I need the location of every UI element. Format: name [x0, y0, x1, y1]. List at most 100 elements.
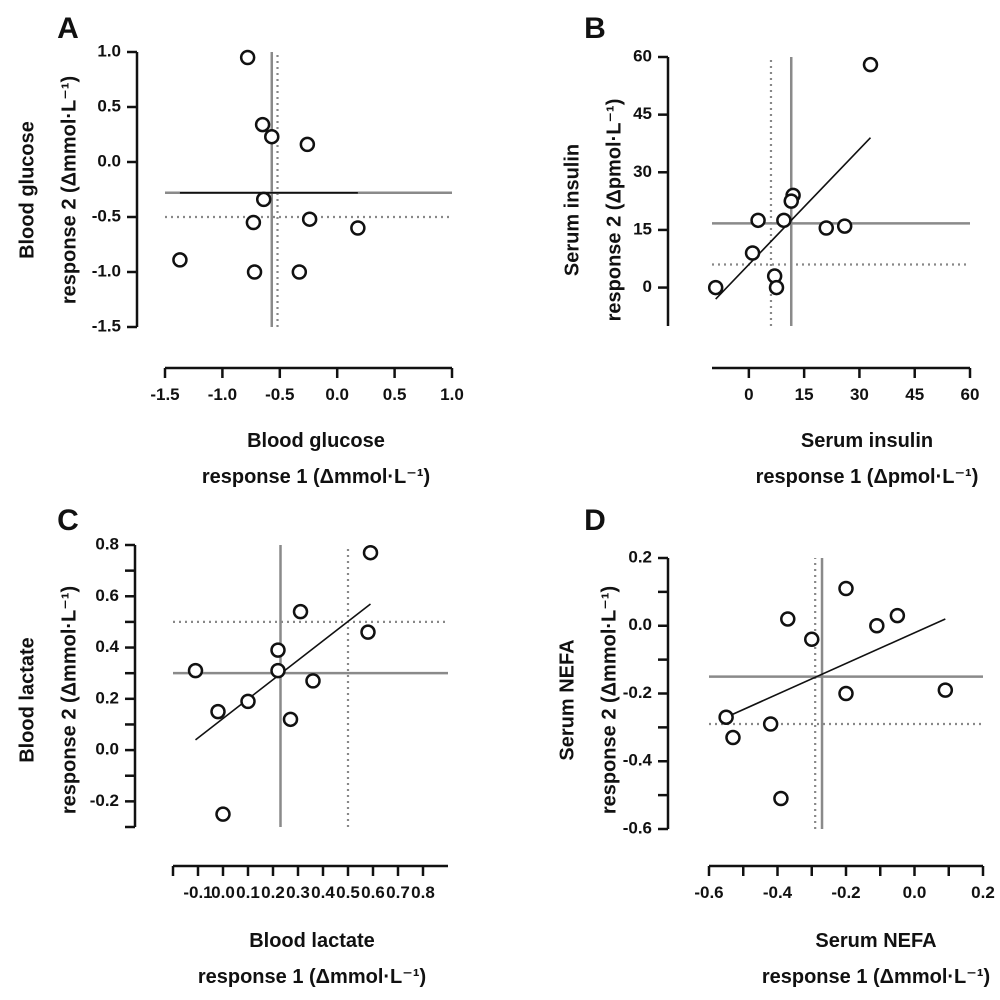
panel-letter: C — [57, 504, 79, 537]
y-tick-label: 30 — [633, 162, 652, 181]
x-axis-title-line2: response 1 (Δmmol·L⁻¹) — [198, 966, 426, 988]
y-axis-title-line2: response 2 (Δmmol·L⁻¹) — [58, 586, 80, 814]
panel-c: C-0.10.0 0.1 0.2 0.3 0.4 0.5 0.6 0.7 0.8-0.20.00… — [16, 504, 448, 988]
y-tick-label: -0.2 — [623, 683, 652, 702]
panel-d: D -0.6 -0.4 -0.2 0.0 0.2 -0.6 -0.4 -0.2 0.0 0.2 Ser… — [556, 504, 995, 988]
data-point — [762, 716, 779, 732]
y-tick-label: 0.2 — [628, 547, 652, 566]
x-tick-label: 0.5 — [383, 385, 407, 404]
data-point — [362, 544, 379, 561]
y-axis-title-line2: response 2 (Δpmol·L⁻¹) — [603, 99, 625, 322]
data-point — [301, 211, 318, 227]
data-point — [838, 580, 854, 597]
data-point — [246, 264, 263, 280]
x-tick-label: -0.4 — [763, 883, 793, 902]
y-axis-title: Serum insulin — [561, 144, 583, 276]
x-tick-label: 0.7 — [386, 883, 410, 902]
data-point — [818, 220, 835, 236]
y-tick-label: -0.6 — [623, 818, 652, 837]
y-tick-label: 45 — [633, 104, 652, 123]
data-point — [292, 603, 309, 620]
y-tick-label: 15 — [633, 219, 652, 238]
data-point — [187, 662, 204, 679]
y-tick-label: -0.2 — [90, 791, 119, 810]
y-tick-label: 0.6 — [95, 586, 119, 605]
x-tick-label: 0.1 — [236, 883, 260, 902]
data-point — [240, 693, 256, 710]
x-tick-label: 60 — [961, 385, 980, 404]
data-point — [305, 673, 321, 689]
x-tick-label: 0.8 — [411, 883, 435, 902]
y-tick-label: 0.0 — [97, 151, 121, 170]
data-point — [264, 128, 280, 145]
y-tick-label: -0.4 — [623, 751, 653, 770]
y-tick-label: 1.0 — [97, 41, 121, 60]
x-axis-title: Serum NEFA — [815, 930, 936, 952]
x-axis-title: Serum insulin — [801, 430, 933, 452]
fit-line — [715, 137, 872, 300]
x-tick-label: 0.2 — [971, 883, 995, 902]
x-tick-label: -0.2 — [831, 883, 860, 902]
data-point — [750, 212, 766, 229]
data-point — [282, 711, 299, 728]
data-point — [838, 685, 854, 702]
y-tick-label: -0.5 — [92, 206, 121, 225]
data-point — [360, 624, 376, 640]
x-tick-label: 0.0 — [325, 385, 349, 404]
y-axis-title-line2: response 2 (Δmmol·L⁻¹) — [598, 586, 620, 814]
x-tick-label: -0.1 — [183, 883, 212, 902]
data-point — [773, 790, 789, 807]
x-tick-label: -1.5 — [150, 385, 179, 404]
data-point — [744, 245, 761, 261]
x-axis-title-line2: response 1 (Δmmol·L⁻¹) — [202, 466, 430, 488]
data-point — [245, 214, 262, 231]
x-axis-title: Blood lactate — [249, 930, 375, 952]
y-tick-label: 0.8 — [95, 534, 119, 553]
data-point — [350, 220, 366, 236]
y-tick-label: 0 — [643, 277, 652, 296]
y-tick-label: 0.2 — [95, 688, 119, 707]
data-point — [776, 212, 792, 229]
data-point — [862, 56, 879, 73]
data-point — [172, 252, 188, 268]
x-tick-label: 0.3 — [286, 883, 310, 902]
x-tick-label: 30 — [850, 385, 869, 404]
x-tick-label: 0.5 — [336, 883, 360, 902]
y-tick-label: 0.0 — [628, 615, 652, 634]
data-point — [291, 264, 308, 280]
panel-letter: A — [57, 12, 79, 45]
x-tick-label: -0.5 — [265, 385, 294, 404]
y-tick-label: -1.5 — [92, 316, 121, 335]
y-tick-label: 0.4 — [95, 637, 119, 656]
x-tick-label: -0.6 — [694, 883, 723, 902]
y-axis-title-line2: response 2 (Δmmol·L⁻¹) — [58, 76, 80, 304]
y-tick-label: 60 — [633, 46, 652, 65]
data-point — [836, 218, 853, 234]
data-point — [210, 703, 226, 720]
data-point — [239, 49, 256, 66]
data-point — [215, 806, 231, 822]
data-point — [725, 729, 741, 746]
fit-line — [725, 618, 946, 718]
panel-a: A -1.5 -1.0 -0.5 0.0 0.5 1.0 -1.5 -1.0 -0.5 0.0 0.5… — [16, 12, 464, 488]
x-tick-label: 1.0 — [440, 385, 464, 404]
x-tick-label: 0.0 — [903, 883, 927, 902]
x-tick-label: 0.4 — [311, 883, 335, 902]
x-tick-label: 0.2 — [261, 883, 285, 902]
y-axis-title: Blood lactate — [16, 637, 38, 763]
data-point — [780, 611, 796, 627]
data-point — [254, 116, 271, 133]
data-point — [804, 631, 820, 648]
x-tick-label: -1.0 — [208, 385, 237, 404]
data-point — [783, 193, 799, 209]
data-point — [299, 136, 316, 153]
y-axis-title: Blood glucose — [16, 121, 38, 259]
y-tick-label: 0.0 — [95, 740, 119, 759]
x-tick-label: 45 — [905, 385, 924, 404]
y-axis-title: Serum NEFA — [556, 639, 578, 760]
x-axis-title-line2: response 1 (Δmmol·L⁻¹) — [762, 966, 990, 988]
data-point — [255, 191, 272, 208]
y-tick-label: 0.5 — [97, 96, 121, 115]
data-point — [718, 709, 734, 725]
